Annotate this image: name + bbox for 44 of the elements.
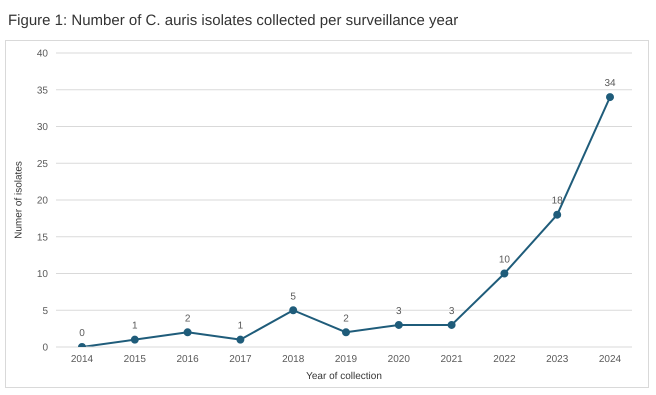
- y-axis-title: Numer of isolates: [14, 161, 25, 239]
- point: [289, 306, 298, 314]
- x-tick-label: 2022: [493, 354, 516, 366]
- point: [236, 336, 244, 344]
- point: [394, 320, 403, 329]
- y-tick-label: 35: [36, 85, 48, 96]
- data-label: 2: [184, 313, 191, 324]
- y-tick-label: 20: [36, 196, 48, 207]
- data-label: 0: [79, 328, 86, 339]
- data-label: 34: [604, 78, 616, 90]
- y-tick-label: 10: [36, 269, 48, 280]
- x-axis-title: Year of collection: [306, 371, 382, 382]
- point: [184, 328, 192, 336]
- x-tick-label: 2015: [124, 354, 146, 366]
- data-label: 1: [238, 320, 244, 332]
- data-label: 3: [448, 306, 455, 317]
- x-tick-label: 2018: [282, 354, 305, 366]
- point: [606, 93, 614, 102]
- point: [342, 328, 350, 336]
- data-label: 18: [552, 196, 564, 207]
- point: [500, 270, 508, 278]
- data-label: 10: [498, 254, 510, 266]
- x-tick-label: 2023: [546, 354, 569, 366]
- chart-title: Figure 1: Number of C. auris isolates collected per surveillance year: [8, 11, 460, 31]
- y-tick-label: 30: [36, 122, 48, 134]
- x-tick-label: 2024: [598, 354, 622, 366]
- point: [130, 336, 139, 344]
- data-label: 3: [396, 306, 402, 317]
- point: [448, 320, 456, 329]
- data-label: 5: [290, 291, 296, 302]
- x-tick-label: 2019: [334, 354, 358, 366]
- x-tick-label: 2021: [440, 354, 464, 366]
- y-tick-label: 25: [36, 158, 48, 170]
- x-tick-label: 2020: [388, 354, 410, 366]
- data-label: 1: [132, 320, 138, 332]
- data-label: 2: [343, 313, 350, 324]
- x-tick-label: 2017: [229, 354, 252, 366]
- y-tick-label: 5: [42, 306, 48, 317]
- x-tick-label: 2016: [176, 354, 200, 366]
- x-tick-label: 2014: [70, 354, 94, 366]
- point: [553, 210, 562, 219]
- y-tick-label: 15: [36, 232, 48, 244]
- y-tick-label: 40: [36, 48, 48, 60]
- y-tick-label: 0: [42, 342, 48, 354]
